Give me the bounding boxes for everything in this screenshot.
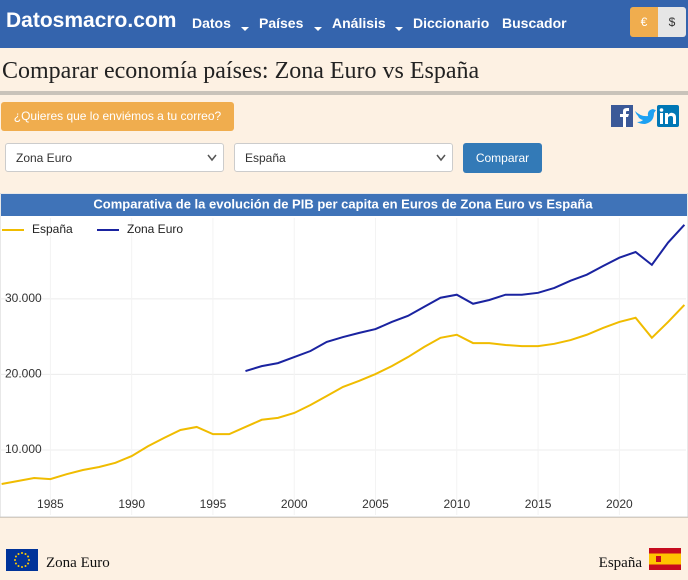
divider [0, 91, 688, 95]
y-tick-label: 30.000 [5, 291, 42, 305]
footer: Zona Euro España [0, 517, 688, 580]
page-title: Comparar economía países: Zona Euro vs E… [2, 58, 480, 84]
flag-star [21, 566, 23, 568]
chart-title-bar [1, 194, 687, 216]
country-select[interactable]: España [234, 143, 453, 172]
flag-star [14, 562, 17, 565]
caret [241, 27, 249, 31]
x-tick-label: 2010 [443, 497, 470, 511]
flag-star [17, 565, 20, 568]
select-value: España [245, 151, 286, 165]
social-icons [611, 105, 679, 127]
currency-euro[interactable]: € [630, 7, 658, 37]
chart-frame [0, 193, 688, 517]
menu-item[interactable]: Datos [192, 15, 231, 31]
menu-item[interactable]: Países [259, 15, 304, 31]
select-arrow [207, 154, 217, 162]
linkedin-glyph [665, 112, 676, 124]
footer-left: Zona Euro [46, 555, 110, 571]
flag-star [27, 562, 30, 565]
caret [395, 27, 403, 31]
chart-title: Comparativa de la evolución de PIB per c… [93, 196, 593, 211]
legend-label: Zona Euro [127, 222, 183, 236]
currency-dollar[interactable]: $ [658, 7, 686, 37]
email-button[interactable]: ¿Quieres que lo enviémos a tu correo? [1, 102, 234, 131]
series-line [1, 304, 686, 485]
x-tick-label: 2005 [362, 497, 389, 511]
legend-label: España [32, 222, 73, 236]
country-select[interactable]: Zona Euro [5, 143, 224, 172]
compare-button[interactable]: Comparar [463, 143, 542, 173]
twitter-icon[interactable] [635, 109, 656, 124]
linkedin-glyph [660, 113, 663, 124]
flag-star [21, 552, 23, 554]
caret [314, 27, 322, 31]
navbar: Datosmacro.com Datos Países Análisis Dic… [0, 0, 688, 48]
menu-item[interactable]: Diccionario [413, 15, 490, 31]
linkedin-glyph [659, 108, 664, 112]
select-arrow [436, 154, 446, 162]
y-tick-label: 20.000 [5, 367, 42, 381]
select-value: Zona Euro [16, 151, 73, 165]
y-tick-label: 10.000 [5, 442, 42, 456]
x-tick-label: 2015 [525, 497, 552, 511]
chart: Comparativa de la evolución de PIB per c… [0, 193, 688, 517]
spain-flag [649, 548, 681, 570]
logo[interactable]: Datosmacro.com [6, 9, 177, 32]
x-tick-label: 1985 [37, 497, 64, 511]
flag-star [27, 555, 30, 558]
flag-star [14, 559, 16, 561]
x-tick-label: 2020 [606, 497, 633, 511]
series-line [245, 224, 686, 372]
footer-right: España [598, 555, 642, 571]
eu-flag [6, 549, 38, 571]
facebook-glyph [620, 108, 629, 127]
flag-star [24, 552, 27, 555]
flag-star [24, 565, 27, 568]
flag-star [28, 559, 30, 561]
flag-star [14, 555, 17, 558]
menu-item[interactable]: Buscador [502, 15, 567, 31]
x-tick-label: 1995 [200, 497, 227, 511]
x-tick-label: 1990 [118, 497, 145, 511]
flag-star [17, 552, 20, 555]
menu-item[interactable]: Análisis [332, 15, 386, 31]
x-tick-label: 2000 [281, 497, 308, 511]
